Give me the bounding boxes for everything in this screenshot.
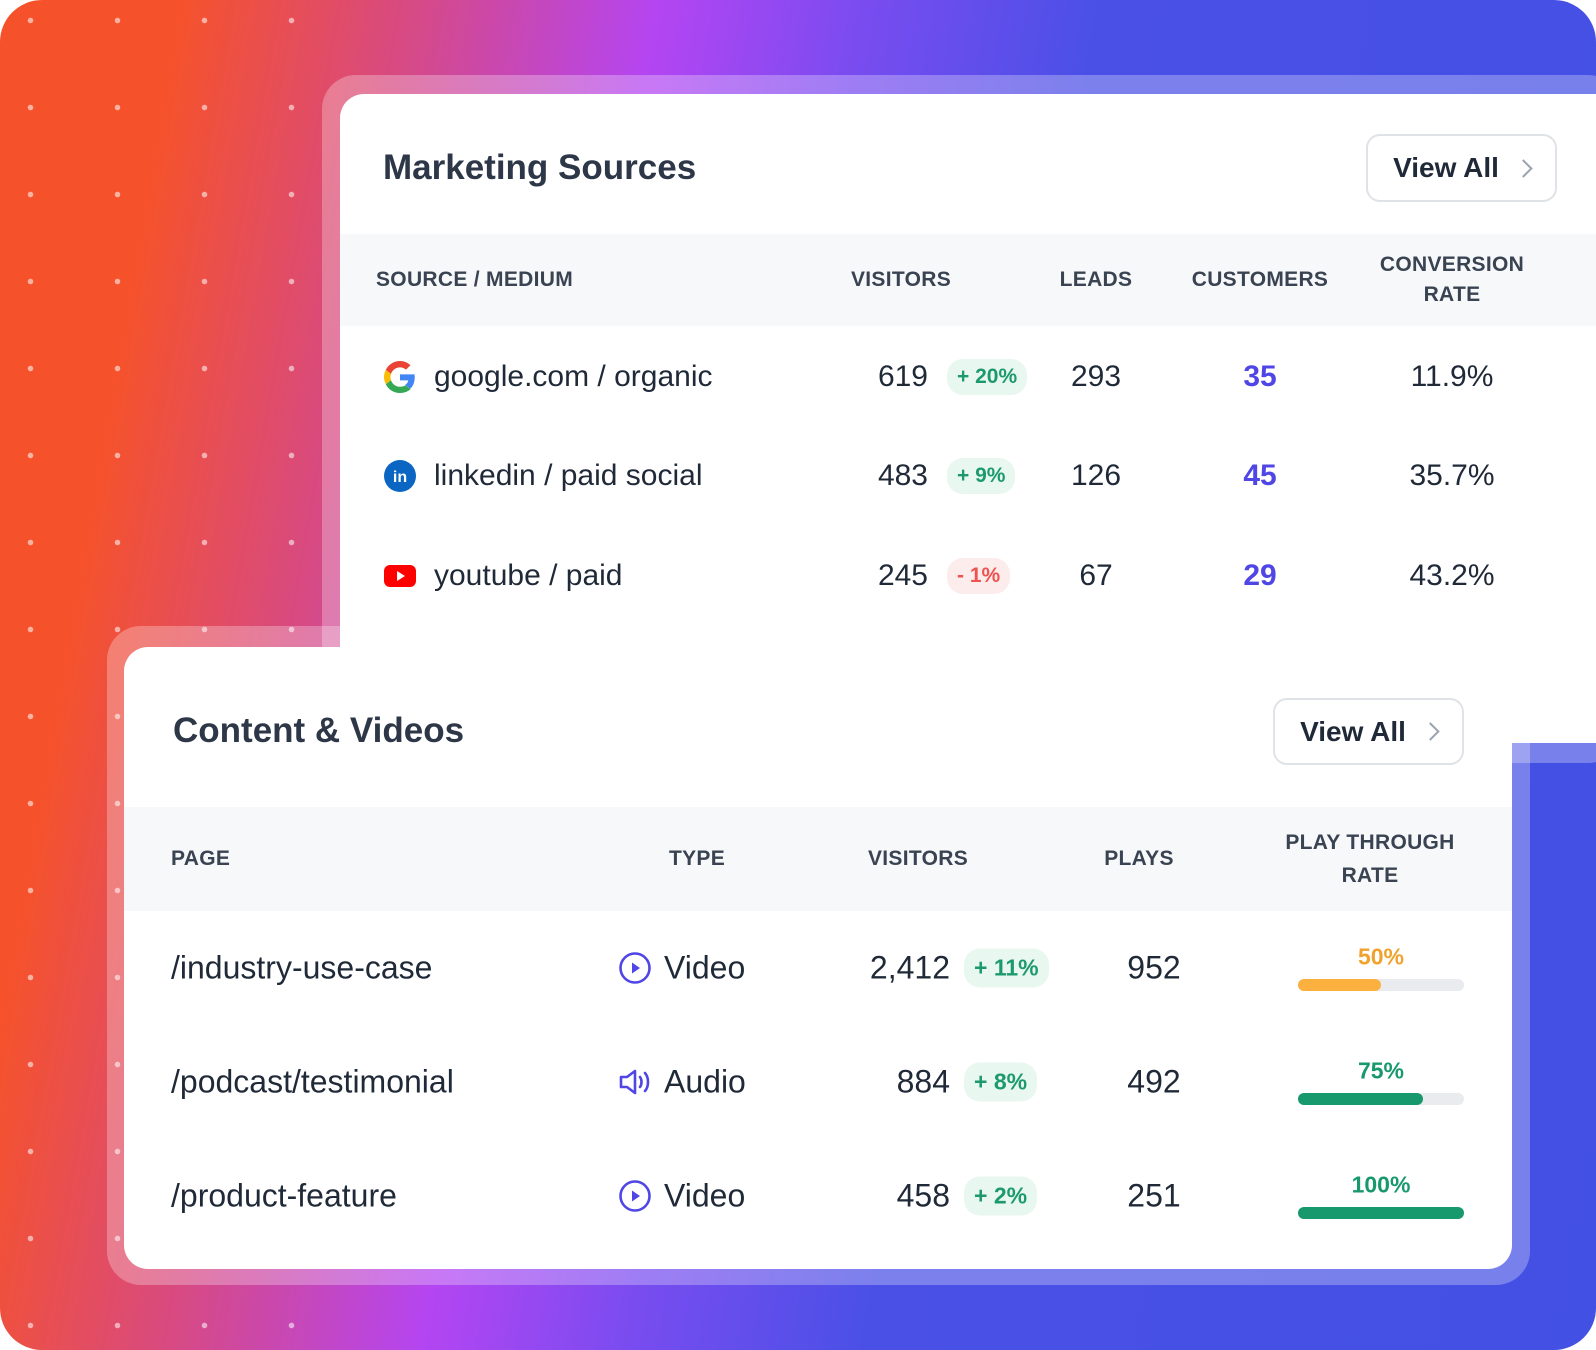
card-title: Marketing Sources	[383, 148, 697, 187]
view-all-label: View All	[1393, 152, 1499, 183]
visitors: 2,412	[869, 949, 950, 986]
play-through-rate-label: 100%	[1351, 1171, 1411, 1198]
leads: 67	[1079, 559, 1113, 592]
source-name: google.com / organic	[434, 360, 713, 393]
col-visitors: VISITORS	[867, 847, 969, 870]
page-path[interactable]: /product-feature	[171, 1177, 397, 1214]
change-badge: + 11%	[964, 948, 1049, 988]
play-through-rate-label: 50%	[1357, 943, 1405, 970]
page-path[interactable]: /podcast/testimonial	[171, 1063, 454, 1100]
col-plays: PLAYS	[1104, 847, 1174, 870]
conversion-rate: 35.7%	[1409, 459, 1495, 492]
svg-text:in: in	[393, 469, 407, 486]
visitors: 884	[896, 1063, 950, 1100]
plays: 952	[1127, 949, 1181, 986]
visitors: 483	[877, 459, 928, 492]
play-through-progress	[1298, 979, 1464, 991]
conversion-rate: 43.2%	[1409, 559, 1495, 592]
change-badge: + 8%	[964, 1062, 1038, 1102]
visitors: 245	[877, 559, 928, 592]
view-all-button[interactable]: View All	[1273, 698, 1464, 765]
visitors: 619	[877, 360, 928, 393]
progress-fill	[1298, 1093, 1423, 1105]
change-badge: + 2%	[964, 1176, 1038, 1216]
change-badge: - 1%	[947, 558, 1011, 594]
table-header: PAGE TYPE VISITORS PLAYS PLAY THROUGH RAT…	[124, 807, 1512, 911]
progress-fill	[1298, 979, 1381, 991]
play-through-progress	[1298, 1207, 1464, 1219]
play-through-progress	[1298, 1093, 1464, 1105]
youtube-icon	[384, 564, 416, 588]
col-conversion-rate: CONVERSION RATE	[1379, 253, 1525, 306]
customers: 35	[1243, 360, 1277, 393]
customers: 29	[1243, 559, 1277, 592]
col-page: PAGE	[171, 847, 231, 870]
customers: 45	[1243, 459, 1277, 492]
speaker-icon	[617, 1065, 653, 1099]
col-visitors: VISITORS	[850, 268, 952, 291]
play-through-rate-label: 75%	[1357, 1057, 1405, 1084]
table-header: SOURCE / MEDIUM VISITORS LEADS CUSTOMERS…	[340, 234, 1596, 326]
source-name: youtube / paid	[434, 559, 623, 592]
col-type: TYPE	[668, 847, 726, 870]
col-source: SOURCE / MEDIUM	[376, 268, 574, 291]
source-name: linkedin / paid social	[434, 459, 703, 492]
chevron-right-icon	[1421, 722, 1440, 741]
plays: 251	[1127, 1177, 1181, 1214]
page-path[interactable]: /industry-use-case	[171, 949, 433, 986]
type: Video	[664, 949, 746, 986]
play-circle-icon	[618, 1179, 652, 1213]
chevron-right-icon	[1514, 158, 1533, 178]
col-leads: LEADS	[1059, 268, 1133, 291]
change-badge: + 9%	[947, 458, 1016, 494]
card-title: Content & Videos	[173, 711, 465, 750]
leads: 126	[1070, 459, 1122, 492]
conversion-rate: 11.9%	[1410, 360, 1494, 393]
plays: 492	[1127, 1063, 1181, 1100]
change-badge: + 20%	[947, 359, 1028, 395]
col-customers: CUSTOMERS	[1191, 268, 1329, 291]
linkedin-icon: in	[384, 460, 416, 492]
leads: 293	[1070, 360, 1122, 393]
type: Video	[664, 1177, 746, 1214]
type: Audio	[664, 1063, 746, 1100]
content-videos-card: Content & Videos View All PAGE TYPE VISI…	[124, 647, 1512, 1269]
google-icon	[384, 361, 416, 393]
view-all-button[interactable]: View All	[1366, 134, 1557, 202]
col-play-through-rate: PLAY THROUGH RATE	[1285, 831, 1455, 887]
play-circle-icon	[618, 951, 652, 985]
marketing-sources-card: Marketing Sources View All SOURCE / MEDI…	[340, 94, 1596, 743]
progress-fill	[1298, 1207, 1464, 1219]
view-all-label: View All	[1300, 715, 1406, 747]
visitors: 458	[896, 1177, 950, 1214]
